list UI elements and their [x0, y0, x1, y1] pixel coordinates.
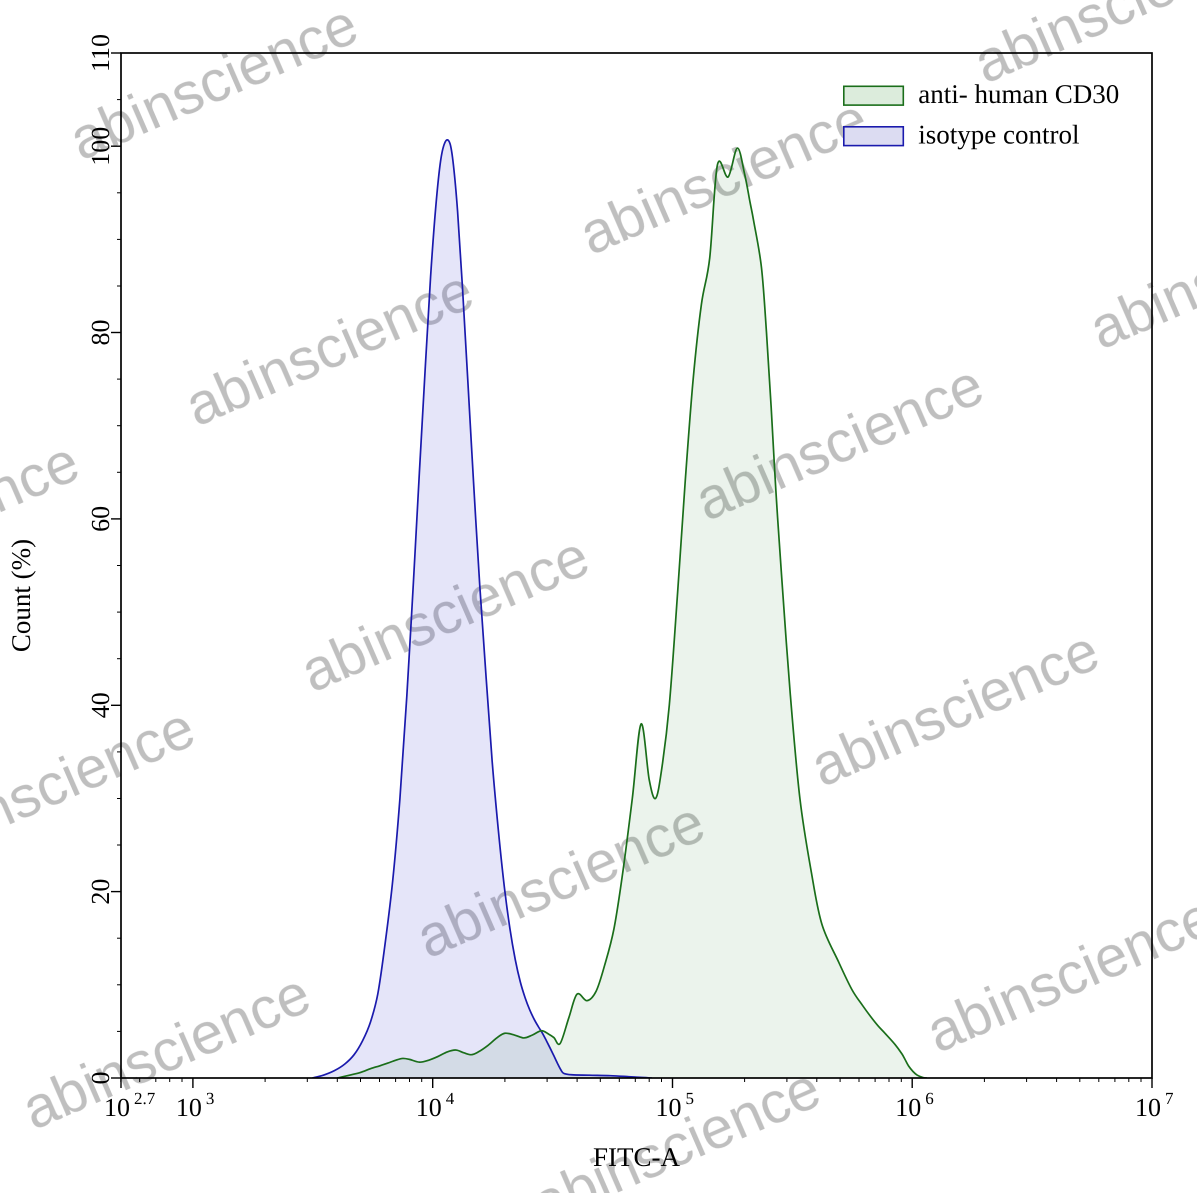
svg-text:Count (%): Count (%)	[6, 539, 36, 652]
svg-text:20: 20	[86, 879, 115, 905]
svg-text:3: 3	[206, 1089, 215, 1108]
svg-text:2.7: 2.7	[134, 1089, 156, 1108]
svg-text:10: 10	[176, 1093, 202, 1122]
svg-text:0: 0	[86, 1072, 115, 1085]
svg-text:6: 6	[925, 1089, 934, 1108]
svg-text:10: 10	[104, 1093, 130, 1122]
svg-text:anti- human CD30: anti- human CD30	[918, 79, 1119, 109]
svg-text:110: 110	[86, 34, 115, 72]
svg-text:5: 5	[686, 1089, 695, 1108]
svg-text:isotype control: isotype control	[918, 120, 1079, 150]
svg-text:100: 100	[86, 127, 115, 166]
svg-text:10: 10	[656, 1093, 682, 1122]
svg-text:60: 60	[86, 506, 115, 532]
svg-text:80: 80	[86, 320, 115, 346]
svg-text:4: 4	[446, 1089, 455, 1108]
svg-text:10: 10	[1135, 1093, 1161, 1122]
svg-text:10: 10	[416, 1093, 442, 1122]
svg-text:FITC-A: FITC-A	[593, 1142, 681, 1172]
svg-text:40: 40	[86, 692, 115, 718]
svg-text:10: 10	[895, 1093, 921, 1122]
svg-text:7: 7	[1165, 1089, 1174, 1108]
